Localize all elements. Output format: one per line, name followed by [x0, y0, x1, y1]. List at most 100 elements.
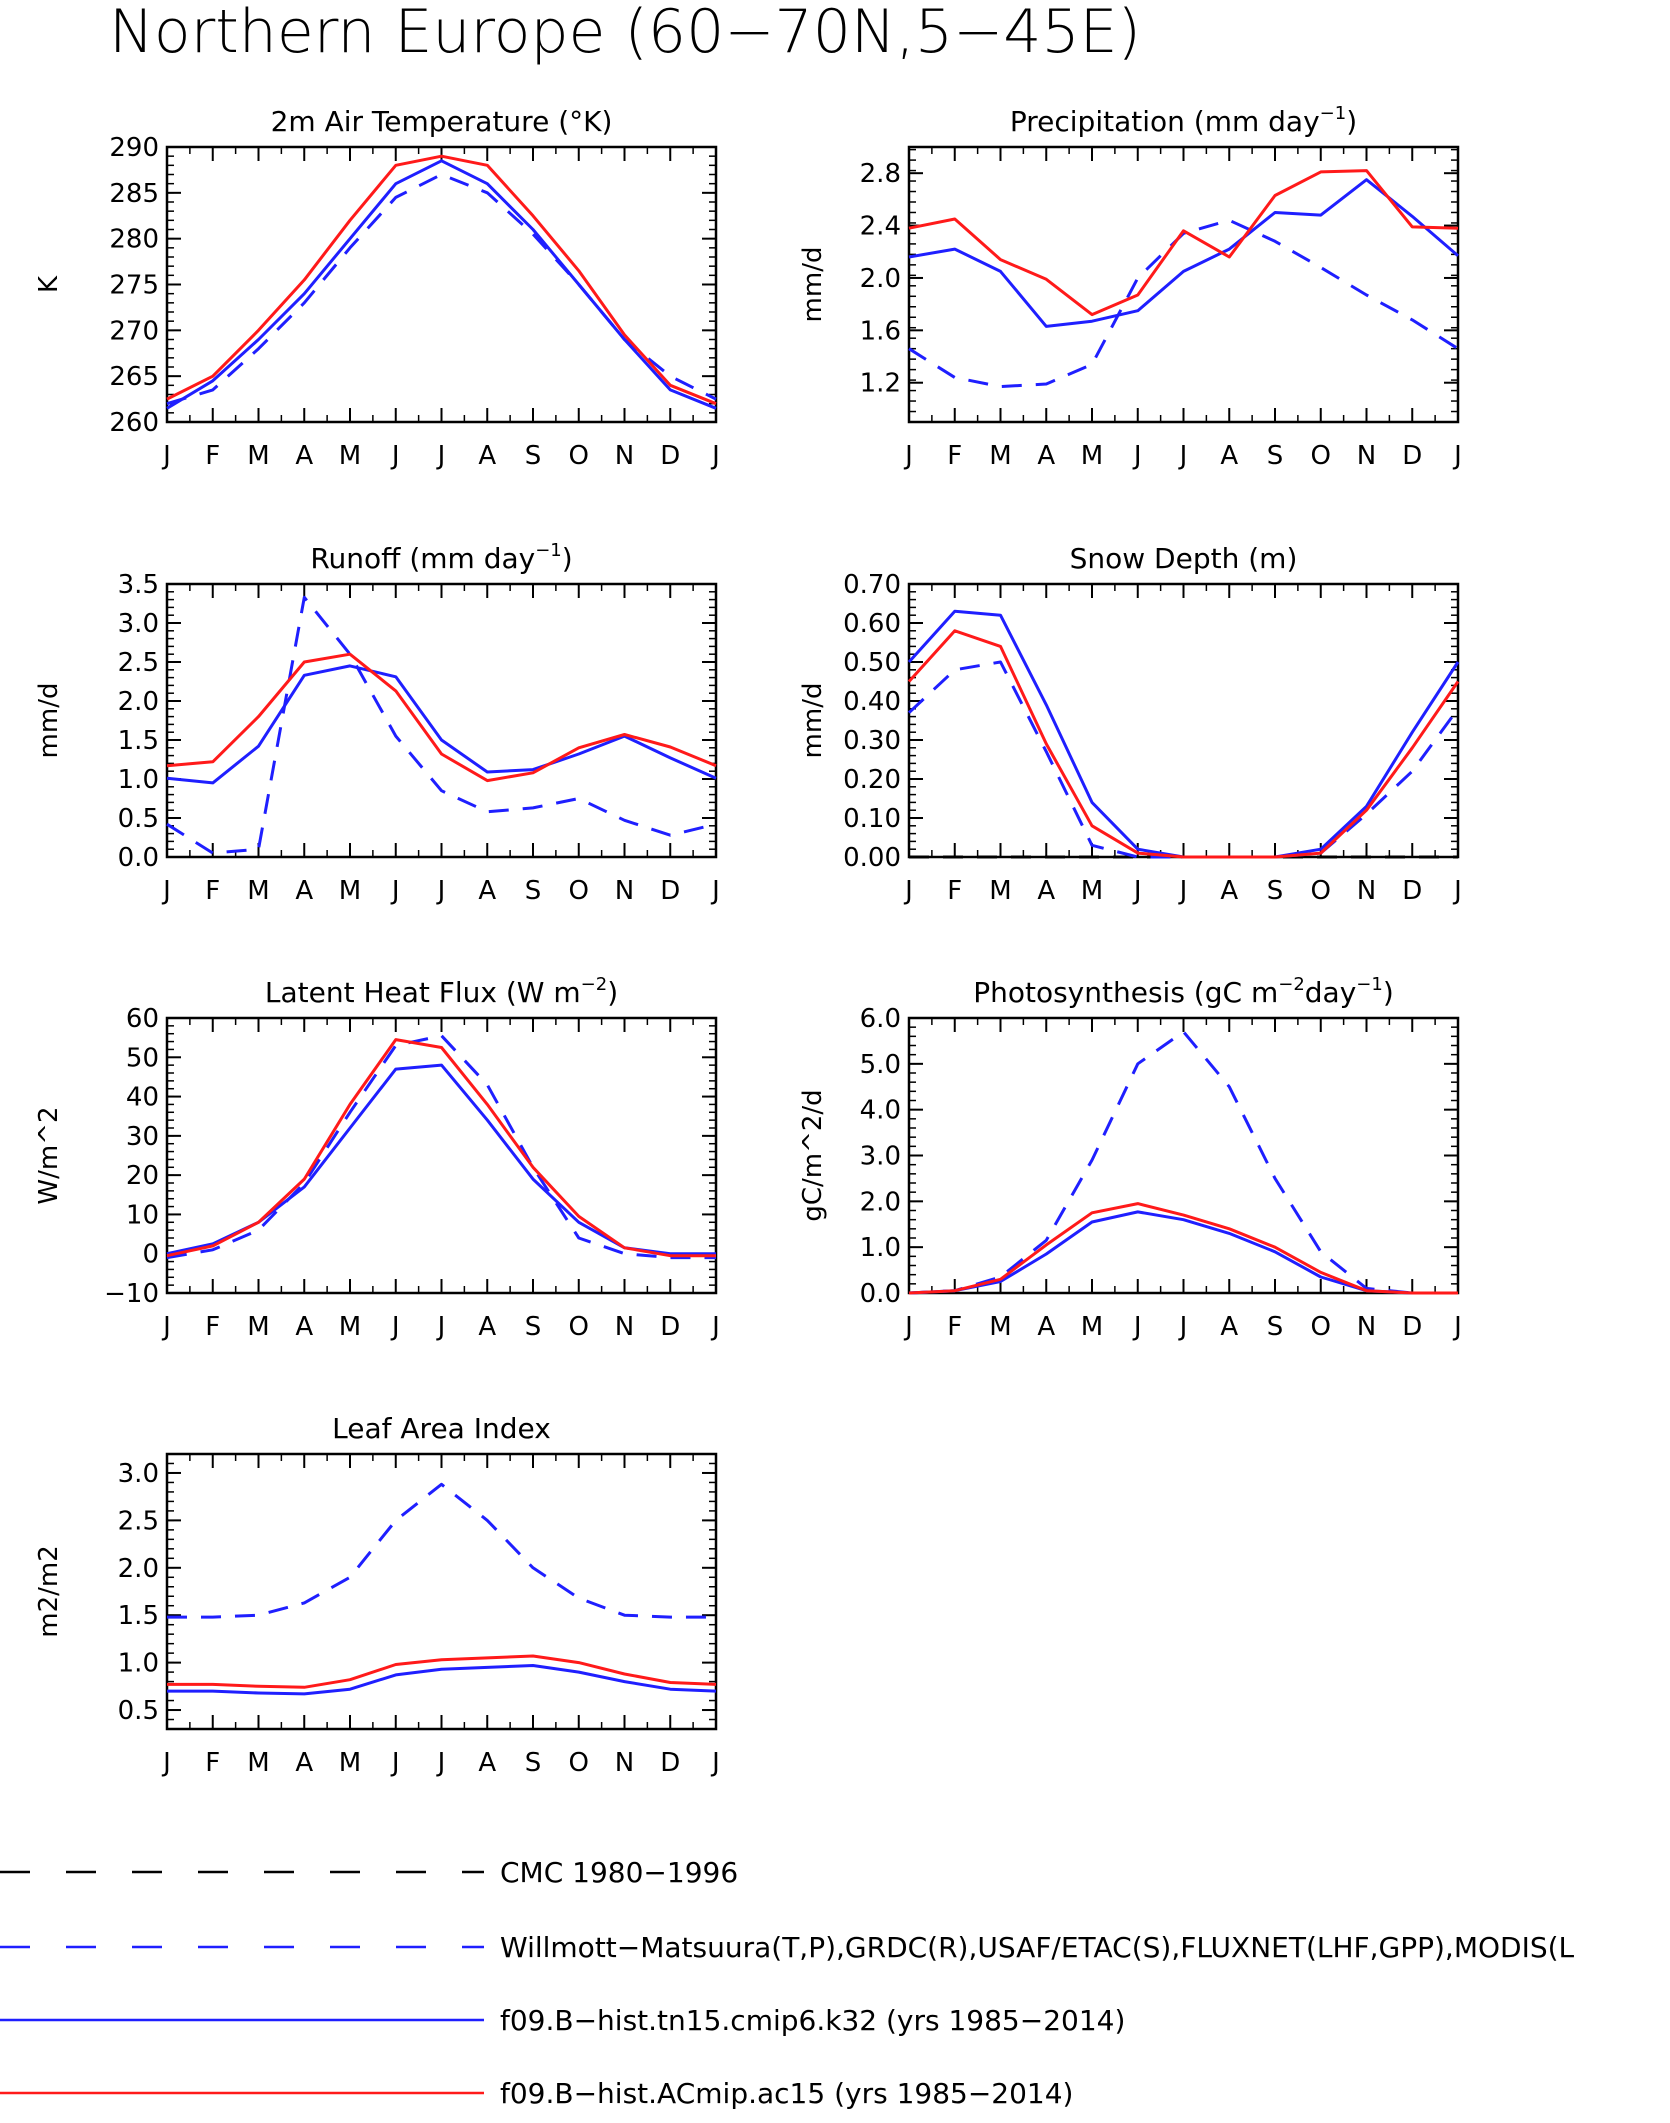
plot-frame [165, 1452, 718, 1731]
y-tick-label: 2.5 [118, 1506, 159, 1536]
y-tick-label: 1.0 [860, 1233, 901, 1263]
y-tick-label: 1.0 [118, 765, 159, 795]
y-tick-label: 0.40 [843, 687, 901, 717]
x-tick-label: S [1267, 876, 1284, 906]
x-tick-label: N [1357, 876, 1376, 906]
title-superscript: −1 [1356, 974, 1383, 995]
y-tick-label: 20 [126, 1161, 159, 1191]
panel-title: Runoff (mm day−1) [310, 540, 572, 575]
y-tick-label: 2.0 [118, 1554, 159, 1584]
x-tick-label: D [1402, 876, 1422, 906]
x-tick-label: N [1357, 441, 1376, 471]
series-line-obs [908, 218, 1459, 389]
y-axis-label: W/m^2 [34, 1106, 64, 1204]
x-tick-label: S [525, 876, 542, 906]
x-tick-label: J [1452, 1312, 1462, 1342]
x-tick-label: D [1402, 441, 1422, 471]
chart-panel: J F M A M J J A S O N D J0.01.02.03.04.05.06.0Photos… [798, 974, 1462, 1342]
x-tick-label: D [1402, 1312, 1422, 1342]
y-tick-label: 10 [126, 1200, 159, 1230]
series-line-obs [167, 1482, 716, 1619]
x-tick-label: M [1081, 876, 1103, 906]
chart-panel: J F M A M J J A S O N D J0.000.100.200.300.400.500.6… [798, 542, 1462, 906]
x-tick-label: J [390, 876, 400, 906]
y-tick-label: −10 [104, 1279, 159, 1309]
x-tick-label: N [615, 1312, 634, 1342]
y-tick-label: 285 [109, 179, 159, 209]
x-tick-label: F [205, 876, 220, 906]
x-tick-label: A [1037, 876, 1055, 906]
y-tick-label: 280 [109, 225, 159, 255]
y-tick-label: 0.60 [843, 609, 901, 639]
y-tick-label: 1.5 [118, 1601, 159, 1631]
y-tick-label: 2.0 [118, 687, 159, 717]
y-tick-label: 60 [126, 1004, 159, 1034]
panel-title: Leaf Area Index [332, 1412, 551, 1445]
x-tick-label: N [615, 876, 634, 906]
x-tick-label: M [339, 441, 361, 471]
legend-label: f09.B−hist.tn15.cmip6.k32 (yrs 1985−2014… [500, 2004, 1125, 2037]
x-tick-label: J [710, 1312, 720, 1342]
y-tick-label: 0.5 [118, 1696, 159, 1726]
title-part: Photosynthesis (gC m [973, 976, 1278, 1009]
panel-title: Latent Heat Flux (W m−2) [265, 974, 618, 1009]
panel-title: Photosynthesis (gC m−2day−1) [973, 974, 1394, 1009]
title-superscript: −1 [535, 540, 562, 561]
series-line-ac15 [908, 1202, 1458, 1295]
x-tick-label: J [903, 441, 913, 471]
plot-frame [165, 582, 718, 859]
x-tick-label: M [339, 876, 361, 906]
x-tick-label: J [436, 1748, 446, 1778]
title-superscript: −1 [1320, 103, 1347, 124]
x-tick-label: N [615, 441, 634, 471]
x-tick-label: O [569, 876, 589, 906]
x-tick-label: A [478, 876, 496, 906]
x-tick-label: A [478, 441, 496, 471]
x-tick-label: O [569, 1748, 589, 1778]
y-tick-label: 0.10 [843, 804, 901, 834]
x-tick-label: O [569, 441, 589, 471]
y-axis-label: mm/d [798, 683, 828, 759]
legend-label: f09.B−hist.ACmip.ac15 (yrs 1985−2014) [500, 2077, 1073, 2110]
x-tick-label: N [615, 1748, 634, 1778]
title-part: 2m Air Temperature (°K) [271, 105, 613, 138]
plot-frame [165, 145, 718, 424]
y-tick-label: 3.0 [118, 609, 159, 639]
x-tick-label: J [390, 441, 400, 471]
y-tick-label: 1.6 [860, 316, 901, 346]
x-tick-label: A [1037, 1312, 1055, 1342]
y-tick-label: 0.0 [860, 1279, 901, 1309]
y-tick-label: 2.4 [860, 212, 901, 242]
series-line-ac15 [166, 1038, 716, 1258]
x-tick-label: J [903, 876, 913, 906]
y-tick-label: 275 [109, 271, 159, 301]
y-tick-label: 260 [109, 408, 159, 438]
x-tick-label: J [1452, 876, 1462, 906]
x-tick-label: J [1178, 441, 1188, 471]
x-tick-label: M [339, 1312, 361, 1342]
x-tick-label: J [161, 441, 171, 471]
x-tick-label: A [295, 876, 313, 906]
x-tick-label: J [161, 1312, 171, 1342]
x-tick-label: M [1081, 1312, 1103, 1342]
y-tick-label: 0.50 [843, 648, 901, 678]
title-part: Leaf Area Index [332, 1412, 551, 1445]
chart-panel: J F M A M J J A S O N D J1.21.62.02.42.8Precipitatio… [798, 103, 1462, 471]
series-line-obs [166, 595, 717, 855]
x-tick-label: S [525, 1312, 542, 1342]
title-part: day [1305, 976, 1357, 1009]
title-part: Runoff (mm day [310, 542, 535, 575]
series-line-tn15 [167, 1664, 717, 1696]
x-tick-label: J [436, 441, 446, 471]
x-tick-label: M [339, 1748, 361, 1778]
y-tick-label: 2.5 [118, 648, 159, 678]
figure-title: Northern Europe (60−70N,5−45E) [109, 0, 1141, 67]
series-line-tn15 [907, 609, 1460, 859]
series-line-ac15 [908, 169, 1459, 317]
title-superscript: −2 [581, 974, 608, 995]
series-line-ac15 [166, 652, 717, 783]
y-tick-label: 1.0 [118, 1649, 159, 1679]
x-tick-label: M [247, 441, 269, 471]
title-part: Snow Depth (m) [1070, 542, 1298, 575]
